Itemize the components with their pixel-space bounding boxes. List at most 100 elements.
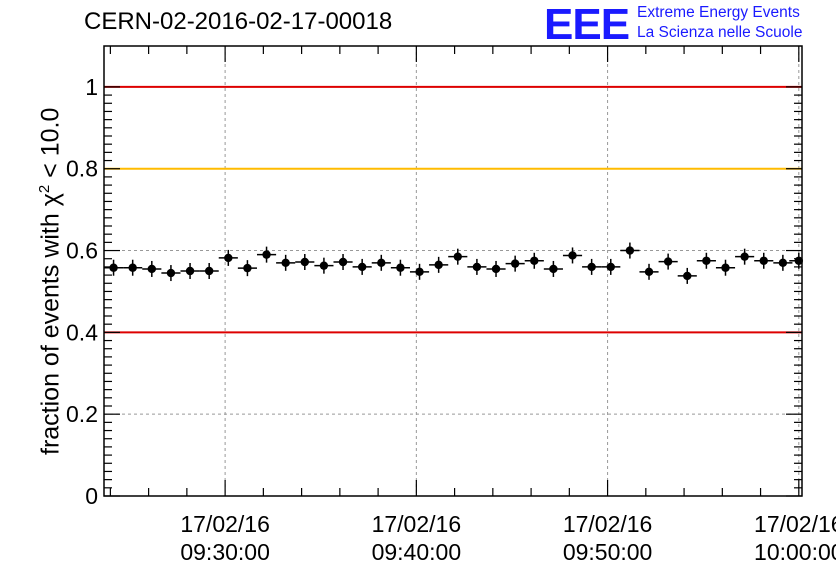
x-tick-label-date: 17/02/16 xyxy=(180,511,270,537)
y-axis-label-prefix: fraction of events with χ xyxy=(36,193,65,455)
data-point xyxy=(237,260,257,277)
data-point xyxy=(658,253,678,270)
x-tick-label-date: 17/02/16 xyxy=(563,511,653,537)
data-point xyxy=(639,263,659,280)
data-point xyxy=(789,252,804,269)
point-marker xyxy=(510,259,520,268)
point-marker xyxy=(396,263,405,272)
point-marker xyxy=(166,268,176,278)
point-marker xyxy=(338,257,348,267)
data-point xyxy=(448,248,468,265)
point-marker xyxy=(262,250,271,259)
reference-lines xyxy=(104,85,802,334)
point-marker xyxy=(625,246,635,255)
point-marker xyxy=(740,252,749,261)
eee-logo-mark: EEE xyxy=(544,0,630,49)
data-point xyxy=(276,254,296,271)
point-marker xyxy=(702,256,711,265)
data-point xyxy=(620,242,640,259)
point-marker xyxy=(778,258,788,268)
data-point xyxy=(123,259,143,276)
data-point xyxy=(199,263,219,279)
data-points xyxy=(104,242,804,284)
data-point xyxy=(505,255,525,272)
data-point xyxy=(180,263,200,279)
plot-frame xyxy=(103,45,803,497)
data-point xyxy=(333,254,353,270)
logo-line-2: La Scienza nelle Scuole xyxy=(637,24,803,41)
point-marker xyxy=(319,261,329,270)
point-marker xyxy=(568,251,577,260)
data-point xyxy=(486,260,506,277)
point-marker xyxy=(300,257,309,267)
data-point xyxy=(562,247,583,264)
point-marker xyxy=(281,258,290,268)
data-point xyxy=(467,258,487,275)
point-marker xyxy=(587,262,596,272)
y-tick-label: 0.2 xyxy=(66,401,98,427)
y-axis-label: fraction of events with χ2 < 10.0 xyxy=(36,108,65,455)
data-point xyxy=(390,259,410,276)
point-marker xyxy=(204,266,214,276)
x-tick-label-time: 09:40:00 xyxy=(372,539,462,565)
point-marker xyxy=(721,263,730,272)
x-tick-label-date: 17/02/16 xyxy=(372,511,462,537)
point-marker xyxy=(663,257,673,266)
point-marker xyxy=(472,262,482,272)
point-marker xyxy=(109,263,118,272)
point-marker xyxy=(644,267,654,277)
data-point xyxy=(429,256,449,273)
point-marker xyxy=(759,256,768,265)
data-point xyxy=(543,260,563,277)
x-tick-label-time: 10:00:00 xyxy=(754,539,836,565)
data-point xyxy=(104,259,124,276)
point-marker xyxy=(491,264,501,274)
data-point xyxy=(409,263,430,280)
x-tick-label-date: 17/02/16 xyxy=(754,511,836,537)
point-marker xyxy=(683,271,692,281)
axis-ticks xyxy=(104,46,802,497)
y-tick-label: 0 xyxy=(85,483,98,509)
data-point xyxy=(161,265,181,282)
data-point xyxy=(371,254,391,271)
data-point xyxy=(142,260,162,277)
data-point xyxy=(773,254,793,271)
chart-title: CERN-02-2016-02-17-00018 xyxy=(84,8,393,35)
point-marker xyxy=(453,252,462,261)
data-point xyxy=(218,249,238,266)
y-tick-label: 0.4 xyxy=(66,319,98,345)
point-marker xyxy=(377,258,386,268)
data-point xyxy=(524,252,544,269)
y-tick-label: 1 xyxy=(85,74,98,100)
data-point xyxy=(735,248,755,265)
data-point xyxy=(696,252,716,269)
point-marker xyxy=(794,256,804,265)
point-marker xyxy=(434,260,443,270)
y-tick-label: 0.8 xyxy=(66,156,98,182)
point-marker xyxy=(357,262,367,272)
data-point xyxy=(314,257,334,274)
data-point xyxy=(256,246,277,263)
x-tick-label-time: 09:30:00 xyxy=(180,539,270,565)
point-marker xyxy=(415,267,424,277)
data-point xyxy=(295,254,315,270)
y-tick-label: 0.6 xyxy=(66,238,98,264)
logo-line-1: Extreme Energy Events xyxy=(637,4,800,21)
tick-labels: 00.20.40.60.8117/02/1609:30:0017/02/1609… xyxy=(66,74,836,565)
point-marker xyxy=(549,264,558,274)
point-marker xyxy=(530,256,539,265)
data-point xyxy=(677,267,697,284)
point-marker xyxy=(606,262,615,272)
point-marker xyxy=(128,263,137,272)
y-axis-label-superscript: 2 xyxy=(36,184,53,194)
point-marker xyxy=(224,253,233,263)
eee-logo: EEE Extreme Energy Events La Scienza nel… xyxy=(540,0,830,49)
point-marker xyxy=(147,264,157,274)
data-point xyxy=(715,259,736,276)
data-point xyxy=(754,252,774,269)
x-tick-label-time: 09:50:00 xyxy=(563,539,653,565)
point-marker xyxy=(185,266,195,276)
y-axis-label-suffix: < 10.0 xyxy=(36,107,65,185)
data-point xyxy=(601,258,621,275)
